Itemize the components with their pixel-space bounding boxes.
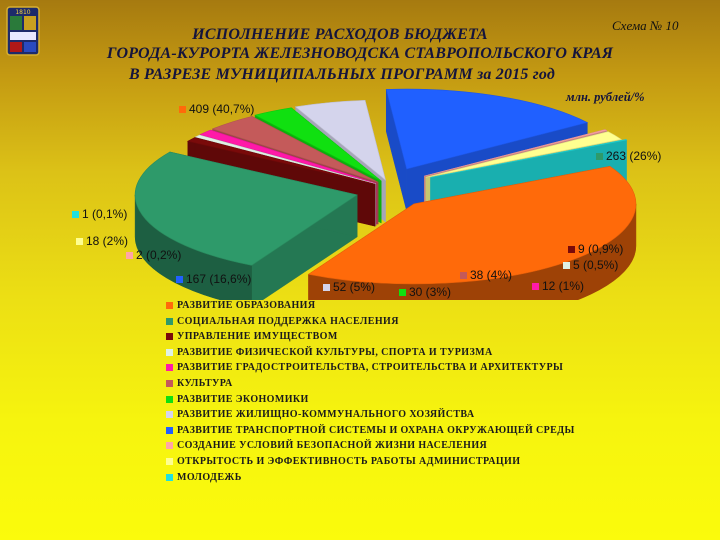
data-label-6: 38 (4%) xyxy=(460,268,512,282)
legend-label: ОТКРЫТОСТЬ И ЭФФЕКТИВНОСТЬ РАБОТЫ АДМИНИ… xyxy=(177,455,521,467)
data-label-10: 2 (0,2%) xyxy=(126,248,181,262)
legend-item: МОЛОДЕЖЬ xyxy=(166,470,616,486)
title-line-2: ГОРОДА-КУРОРТА ЖЕЛЕЗНОВОДСКА СТАВРОПОЛЬС… xyxy=(106,45,614,62)
title-line-1: ИСПОЛНЕНИЕ РАСХОДОВ БЮДЖЕТА xyxy=(192,26,488,43)
legend-item: РАЗВИТИЕ ФИЗИЧЕСКОЙ КУЛЬТУРЫ, СПОРТА И Т… xyxy=(166,345,616,361)
label-swatch xyxy=(399,288,406,296)
legend-swatch xyxy=(166,379,173,387)
label-swatch xyxy=(532,282,539,290)
legend-item: РАЗВИТИЕ ГРАДОСТРОИТЕЛЬСТВА, СТРОИТЕЛЬСТ… xyxy=(166,360,616,376)
legend-swatch xyxy=(166,457,173,465)
legend-label: РАЗВИТИЕ ЖИЛИЩНО-КОММУНАЛЬНОГО ХОЗЯЙСТВА xyxy=(177,409,475,421)
label-swatch xyxy=(460,271,467,279)
data-label-text: 30 (3%) xyxy=(409,285,452,299)
legend-swatch xyxy=(166,302,173,309)
legend-item: РАЗВИТИЕ ЭКОНОМИКИ xyxy=(166,392,616,408)
data-label-5: 12 (1%) xyxy=(532,279,584,293)
data-label-text: 38 (4%) xyxy=(470,268,513,282)
legend-label: РАЗВИТИЕ ГРАДОСТРОИТЕЛЬСТВА, СТРОИТЕЛЬСТ… xyxy=(177,362,564,374)
legend-item: СОЗДАНИЕ УСЛОВИЙ БЕЗОПАСНОЙ ЖИЗНИ НАСЕЛЕ… xyxy=(166,438,616,454)
pie-slice-2 xyxy=(134,151,358,300)
label-swatch xyxy=(76,237,83,245)
data-label-12: 1 (0,1%) xyxy=(72,207,127,221)
legend-item: РАЗВИТИЕ ОБРАЗОВАНИЯ xyxy=(166,298,616,314)
label-swatch xyxy=(72,210,79,218)
chart-legend: РАЗВИТИЕ ОБРАЗОВАНИЯ СОЦИАЛЬНАЯ ПОДДЕРЖКА… xyxy=(166,298,616,485)
data-label-1: 409 (40,7%) xyxy=(179,102,254,116)
data-label-2: 263 (26%) xyxy=(596,149,661,163)
legend-swatch xyxy=(166,473,173,481)
legend-label: СОЗДАНИЕ УСЛОВИЙ БЕЗОПАСНОЙ ЖИЗНИ НАСЕЛЕ… xyxy=(177,440,488,452)
legend-item: УПРАВЛЕНИЕ ИМУЩЕСТВОМ xyxy=(166,329,616,345)
data-label-text: 52 (5%) xyxy=(333,280,376,294)
pie-chart xyxy=(134,88,637,300)
legend-label: РАЗВИТИЕ ЭКОНОМИКИ xyxy=(177,393,309,405)
label-swatch xyxy=(176,275,183,283)
pie-slice-1 xyxy=(307,166,637,300)
svg-text:1810: 1810 xyxy=(15,9,30,16)
legend-label: СОЦИАЛЬНАЯ ПОДДЕРЖКА НАСЕЛЕНИЯ xyxy=(177,315,399,327)
units-label: млн. рублей/% xyxy=(566,90,645,104)
label-swatch xyxy=(568,245,575,253)
data-label-3: 9 (0,9%) xyxy=(568,242,623,256)
data-label-text: 167 (16,6%) xyxy=(186,272,252,286)
label-swatch xyxy=(323,283,330,291)
data-label-text: 12 (1%) xyxy=(542,279,585,293)
legend-item: КУЛЬТУРА xyxy=(166,376,616,392)
data-label-8: 52 (5%) xyxy=(323,280,375,294)
legend-label: РАЗВИТИЕ ФИЗИЧЕСКОЙ КУЛЬТУРЫ, СПОРТА И Т… xyxy=(177,346,493,358)
legend-swatch xyxy=(166,333,173,341)
data-label-text: 409 (40,7%) xyxy=(189,102,255,116)
legend-swatch xyxy=(166,442,173,450)
scheme-number: Схема № 10 xyxy=(612,18,679,33)
legend-label: КУЛЬТУРА xyxy=(177,377,233,389)
legend-label: МОЛОДЕЖЬ xyxy=(177,471,242,483)
legend-swatch xyxy=(166,426,173,434)
legend-label: УПРАВЛЕНИЕ ИМУЩЕСТВОМ xyxy=(177,331,338,343)
label-swatch xyxy=(126,251,133,259)
data-label-9: 167 (16,6%) xyxy=(176,272,251,286)
legend-label: РАЗВИТИЕ ТРАНСПОРТНОЙ СИСТЕМЫ И ОХРАНА О… xyxy=(177,424,575,436)
legend-swatch xyxy=(166,395,173,403)
city-coat-of-arms-logo: 1810 xyxy=(6,6,40,56)
data-label-text: 18 (2%) xyxy=(86,234,129,248)
legend-item: РАЗВИТИЕ ЖИЛИЩНО-КОММУНАЛЬНОГО ХОЗЯЙСТВА xyxy=(166,407,616,423)
legend-swatch xyxy=(166,348,173,356)
legend-item: ОТКРЫТОСТЬ И ЭФФЕКТИВНОСТЬ РАБОТЫ АДМИНИ… xyxy=(166,454,616,470)
data-label-text: 5 (0,5%) xyxy=(573,258,619,272)
legend-swatch xyxy=(166,364,173,372)
legend-item: СОЦИАЛЬНАЯ ПОДДЕРЖКА НАСЕЛЕНИЯ xyxy=(166,314,616,330)
data-label-text: 1 (0,1%) xyxy=(82,207,128,221)
legend-item: РАЗВИТИЕ ТРАНСПОРТНОЙ СИСТЕМЫ И ОХРАНА О… xyxy=(166,423,616,439)
data-label-text: 2 (0,2%) xyxy=(136,248,182,262)
data-label-text: 263 (26%) xyxy=(606,149,662,163)
legend-swatch xyxy=(166,411,173,419)
legend-swatch xyxy=(166,317,173,325)
label-swatch xyxy=(596,152,603,160)
data-label-7: 30 (3%) xyxy=(399,285,451,299)
data-label-11: 18 (2%) xyxy=(76,234,128,248)
label-swatch xyxy=(179,105,186,113)
title-line-3: В РАЗРЕЗЕ МУНИЦИПАЛЬНЫХ ПРОГРАММ за 2015… xyxy=(128,66,556,83)
label-swatch xyxy=(563,261,570,269)
data-label-4: 5 (0,5%) xyxy=(563,258,618,272)
legend-label: РАЗВИТИЕ ОБРАЗОВАНИЯ xyxy=(177,300,316,311)
data-label-text: 9 (0,9%) xyxy=(578,242,624,256)
